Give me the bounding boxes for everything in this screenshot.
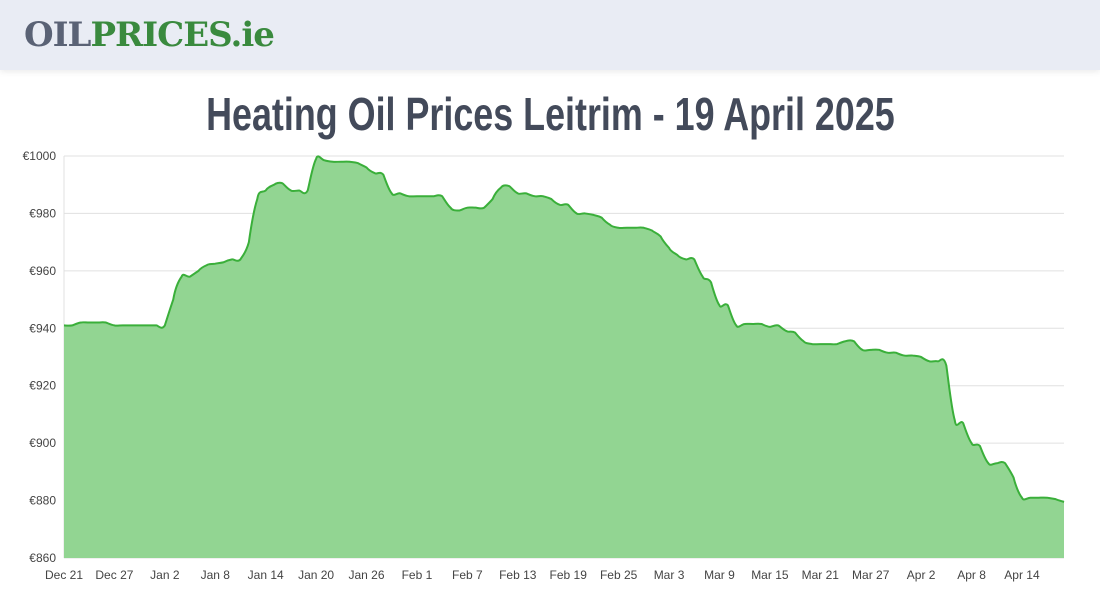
x-tick-label: Apr 2 (907, 568, 936, 582)
x-tick-label: Feb 19 (550, 568, 588, 582)
site-header: OILPRICES.ie (0, 0, 1100, 70)
x-tick-label: Mar 15 (751, 568, 789, 582)
x-tick-label: Dec 27 (95, 568, 133, 582)
y-tick-label: €880 (29, 494, 56, 508)
x-tick-label: Mar 3 (654, 568, 685, 582)
price-area-fill (64, 156, 1064, 559)
page-title-text: Heating Oil Prices Leitrim - 19 April 20… (205, 88, 895, 140)
logo-text-prices: PRICES.ie (90, 15, 274, 55)
x-tick-label: Dec 21 (45, 568, 83, 582)
logo-text-oil: OIL (24, 15, 91, 55)
x-tick-label: Feb 7 (452, 568, 483, 582)
x-tick-label: Jan 26 (349, 568, 385, 582)
price-line (63, 155, 1065, 503)
y-tick-label: €920 (29, 379, 56, 393)
x-tick-label: Mar 9 (704, 568, 735, 582)
page-title: Heating Oil Prices Leitrim - 19 April 20… (0, 84, 1100, 144)
y-axis-ticks: €860 €880 €900 €920 €940 €960 €980 €1000 (23, 149, 57, 565)
x-tick-label: Feb 13 (499, 568, 537, 582)
x-tick-label: Jan 2 (150, 568, 180, 582)
x-tick-label: Jan 8 (201, 568, 231, 582)
y-tick-label: €1000 (23, 149, 57, 163)
site-logo[interactable]: OILPRICES.ie (24, 15, 275, 55)
x-tick-label: Apr 14 (1004, 568, 1040, 582)
x-tick-label: Jan 14 (248, 568, 284, 582)
x-tick-label: Apr 8 (957, 568, 986, 582)
y-tick-label: €960 (29, 264, 56, 278)
x-axis-ticks: Dec 21 Dec 27 Jan 2 Jan 8 Jan 14 Jan 20 Jan 26… (45, 568, 1040, 582)
x-tick-label: Mar 27 (852, 568, 890, 582)
x-tick-label: Jan 20 (298, 568, 334, 582)
x-tick-label: Feb 25 (600, 568, 638, 582)
y-tick-label: €900 (29, 436, 56, 450)
y-tick-label: €860 (29, 551, 56, 565)
x-tick-label: Mar 21 (802, 568, 840, 582)
y-tick-label: €980 (29, 206, 56, 220)
x-tick-label: Feb 1 (402, 568, 433, 582)
y-tick-label: €940 (29, 321, 56, 335)
